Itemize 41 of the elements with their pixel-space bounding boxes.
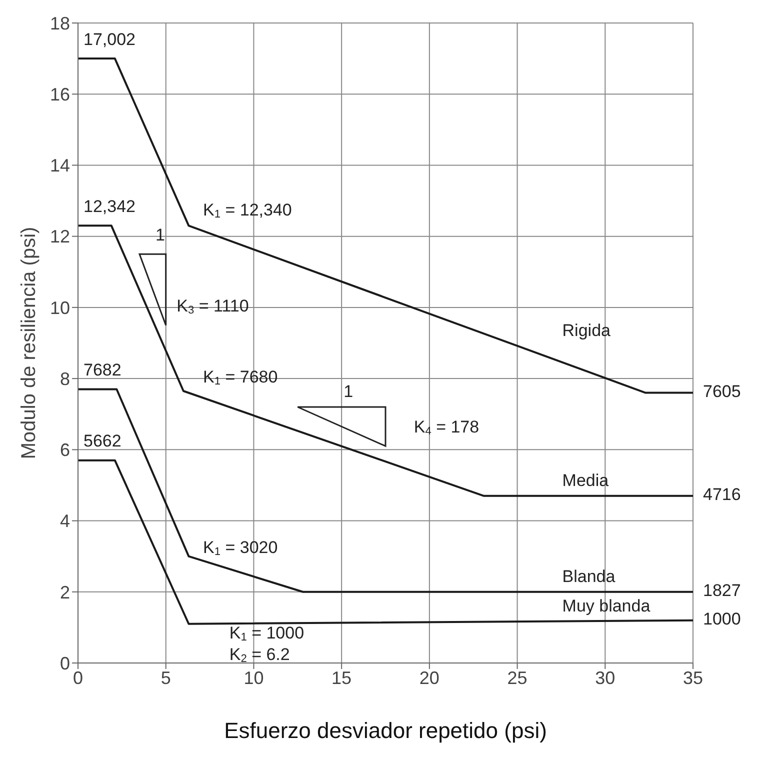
annotation: K$_{4}$ = 178 [414,418,480,438]
y-tick-label: 8 [60,368,70,389]
x-tick-label: 0 [72,668,84,688]
annotation: K$_{2}$ = 6.2 [229,645,290,666]
y-axis-title: Modulo de resiliencia (psi) [18,226,40,460]
y-tick-label: 6 [60,440,70,460]
x-tick-label: 30 [595,668,616,688]
x-tick-label: 10 [244,668,264,688]
series-label: Rigida [562,321,612,340]
x-tick-label: 35 [682,668,704,688]
x-tick-label: 5 [160,668,171,688]
y-tick-label: 14 [50,156,70,176]
annotation: 17,002 [84,30,136,50]
annotation: K$_{1}$ = 7680 [203,368,278,388]
text: 7605 [703,382,741,402]
series-label: Blanda [562,567,616,586]
annotation: K$_{1}$ = 3020 [203,538,278,558]
annotation: K$_{3}$ = 1110 [176,296,249,317]
y-tick-label: 18 [50,13,70,34]
x-tick-label: 25 [507,668,528,688]
series-label: Muy blanda [562,597,651,616]
y-tick-label: 12 [50,226,70,247]
y-tick-label: 0 [60,653,70,674]
x-tick-label: 15 [332,668,352,688]
series-label: Media [562,471,610,490]
annotation: 7682 [84,360,122,380]
text: 1827 [703,581,741,600]
text: 4716 [703,485,741,504]
annotation: K$_{1}$ = 1000 [229,624,304,644]
x-tick-label: 20 [419,668,440,688]
annotation: 1 [156,226,166,245]
annotation: 12,342 [84,197,136,216]
x-axis-title: Esfuerzo desviador repetido (psi) [224,718,547,743]
y-tick-label: 10 [50,298,70,318]
y-tick-label: 4 [60,511,70,532]
y-tick-label: 2 [60,582,70,602]
text: 1000 [703,610,741,629]
annotation: K$_{1}$ = 12,340 [203,200,292,221]
annotation: 1 [344,382,354,402]
annotation: 5662 [84,432,122,452]
y-tick-label: 16 [50,84,70,104]
